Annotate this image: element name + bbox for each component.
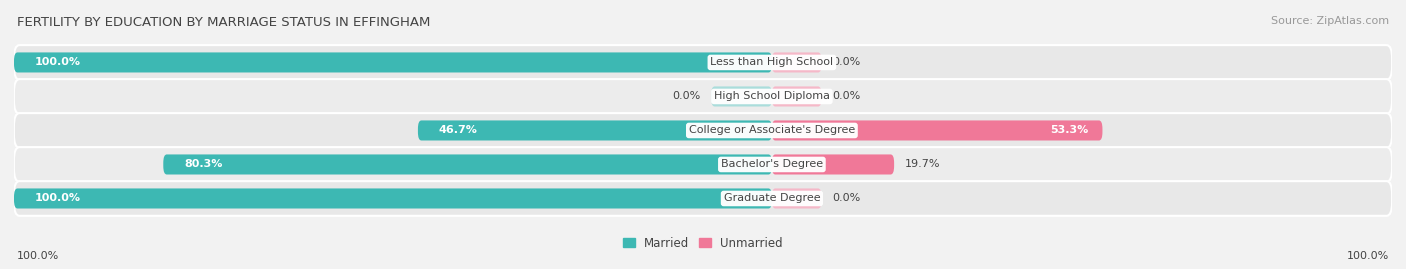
Text: 100.0%: 100.0% xyxy=(35,193,80,203)
Text: FERTILITY BY EDUCATION BY MARRIAGE STATUS IN EFFINGHAM: FERTILITY BY EDUCATION BY MARRIAGE STATU… xyxy=(17,16,430,29)
FancyBboxPatch shape xyxy=(772,86,821,107)
FancyBboxPatch shape xyxy=(711,86,772,107)
Text: 100.0%: 100.0% xyxy=(35,58,80,68)
FancyBboxPatch shape xyxy=(14,45,1392,80)
FancyBboxPatch shape xyxy=(772,154,894,175)
Text: 0.0%: 0.0% xyxy=(672,91,700,101)
Text: Less than High School: Less than High School xyxy=(710,58,834,68)
Text: 100.0%: 100.0% xyxy=(17,251,59,261)
Text: Bachelor's Degree: Bachelor's Degree xyxy=(721,160,823,169)
Text: 0.0%: 0.0% xyxy=(832,193,860,203)
Text: Graduate Degree: Graduate Degree xyxy=(724,193,820,203)
Text: High School Diploma: High School Diploma xyxy=(714,91,830,101)
Text: 53.3%: 53.3% xyxy=(1050,125,1088,136)
Text: Source: ZipAtlas.com: Source: ZipAtlas.com xyxy=(1271,16,1389,26)
FancyBboxPatch shape xyxy=(772,189,821,208)
Text: College or Associate's Degree: College or Associate's Degree xyxy=(689,125,855,136)
FancyBboxPatch shape xyxy=(14,147,1392,182)
Text: 19.7%: 19.7% xyxy=(905,160,941,169)
Legend: Married, Unmarried: Married, Unmarried xyxy=(619,232,787,254)
Text: 46.7%: 46.7% xyxy=(439,125,478,136)
FancyBboxPatch shape xyxy=(772,121,1102,140)
Text: 80.3%: 80.3% xyxy=(184,160,222,169)
FancyBboxPatch shape xyxy=(14,189,772,208)
FancyBboxPatch shape xyxy=(418,121,772,140)
FancyBboxPatch shape xyxy=(14,181,1392,216)
FancyBboxPatch shape xyxy=(772,52,821,72)
FancyBboxPatch shape xyxy=(163,154,772,175)
Text: 0.0%: 0.0% xyxy=(832,91,860,101)
Text: 0.0%: 0.0% xyxy=(832,58,860,68)
FancyBboxPatch shape xyxy=(14,79,1392,114)
FancyBboxPatch shape xyxy=(14,52,772,72)
Text: 100.0%: 100.0% xyxy=(1347,251,1389,261)
FancyBboxPatch shape xyxy=(14,113,1392,148)
